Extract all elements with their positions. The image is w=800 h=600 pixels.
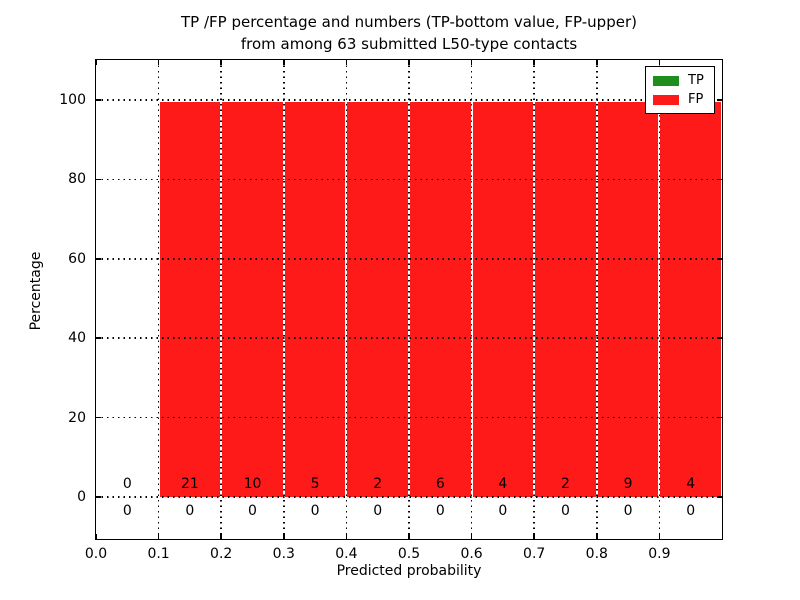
x-tick-label: 0.2 xyxy=(210,546,233,562)
x-tick-mark xyxy=(283,534,285,539)
bar-segment-fp xyxy=(347,101,408,497)
y-tick-mark xyxy=(96,178,101,181)
bar-segment-fp xyxy=(284,101,346,497)
y-tick-mark xyxy=(717,496,722,498)
tp-count-label: 0 xyxy=(435,503,445,519)
x-tick-mark xyxy=(220,60,222,65)
fp-count-label: 10 xyxy=(243,476,262,492)
y-tick-mark xyxy=(96,99,101,101)
y-tick-mark xyxy=(96,416,101,419)
x-axis-label: Predicted probability xyxy=(336,563,482,579)
legend-label-tp: TP xyxy=(688,73,704,88)
v-gridline xyxy=(596,60,598,539)
fp-swatch-icon xyxy=(653,94,679,105)
v-gridline xyxy=(220,60,222,539)
bar-segment-fp xyxy=(472,101,534,497)
tp-count-label: 0 xyxy=(122,503,132,519)
tp-count-label: 0 xyxy=(248,503,257,519)
fp-count-label: 9 xyxy=(623,476,633,492)
x-tick-mark xyxy=(408,534,410,539)
x-tick-mark xyxy=(408,60,410,65)
bar-segment-fp xyxy=(660,101,721,497)
fp-count-label: 4 xyxy=(498,476,508,492)
y-tick-mark xyxy=(717,258,722,260)
y-tick-label: 40 xyxy=(68,330,86,347)
x-tick-mark xyxy=(596,60,598,65)
x-tick-mark xyxy=(470,60,473,65)
legend-item-fp: FP xyxy=(653,90,714,109)
x-tick-label: 0.0 xyxy=(84,546,108,562)
y-tick-mark xyxy=(96,496,101,498)
x-tick-mark xyxy=(345,534,348,539)
tp-swatch-icon xyxy=(653,75,679,86)
x-tick-label: 0.3 xyxy=(272,546,295,562)
tp-count-label: 0 xyxy=(561,503,570,519)
y-tick-label: 20 xyxy=(68,409,86,426)
tp-count-label: 0 xyxy=(310,503,320,519)
x-tick-label: 0.6 xyxy=(460,546,483,562)
chart-title-line-1: TP /FP percentage and numbers (TP-bottom… xyxy=(181,13,637,31)
legend: TP FP xyxy=(645,66,715,114)
x-tick-mark xyxy=(533,534,535,539)
bar-segment-fp xyxy=(535,101,596,497)
x-tick-mark xyxy=(658,534,661,539)
x-tick-mark xyxy=(470,534,473,539)
chart-title: TP /FP percentage and numbers (TP-bottom… xyxy=(9,11,800,55)
bar-segment-fp xyxy=(597,101,659,497)
fp-count-label: 21 xyxy=(180,476,199,492)
x-tick-mark xyxy=(283,60,285,65)
chart-title-line-2: from among 63 submitted L50-type contact… xyxy=(240,35,578,53)
tp-count-label: 0 xyxy=(498,503,508,519)
x-tick-label: 0.1 xyxy=(147,546,170,562)
v-gridline xyxy=(157,60,160,539)
x-tick-mark xyxy=(95,534,97,539)
x-tick-mark xyxy=(658,60,661,65)
x-tick-mark xyxy=(220,534,222,539)
y-tick-mark xyxy=(717,337,722,339)
v-gridline xyxy=(408,60,410,539)
legend-label-fp: FP xyxy=(688,92,704,107)
fp-count-label: 0 xyxy=(122,476,132,492)
x-tick-mark xyxy=(157,60,160,65)
v-gridline xyxy=(283,60,285,539)
y-tick-label: 80 xyxy=(68,171,86,188)
x-tick-label: 0.4 xyxy=(335,546,358,562)
tp-count-label: 0 xyxy=(623,503,633,519)
fp-count-label: 2 xyxy=(561,476,570,492)
x-tick-mark xyxy=(157,534,160,539)
plot-content: 0 0 21 0 10 0 5 0 2 0 6 0 4 0 2 0 9 0 4 0 xyxy=(95,60,722,539)
x-tick-label: 0.7 xyxy=(523,546,546,562)
v-gridline xyxy=(345,60,348,539)
bar-segment-fp xyxy=(410,101,471,497)
x-tick-mark xyxy=(345,60,348,65)
y-tick-mark xyxy=(717,99,722,101)
x-tick-mark xyxy=(533,60,535,65)
legend-item-tp: TP xyxy=(653,71,714,90)
tp-count-label: 0 xyxy=(686,503,696,519)
fp-count-label: 6 xyxy=(435,476,445,492)
x-tick-label: 0.8 xyxy=(585,546,608,562)
fp-count-label: 2 xyxy=(373,476,383,492)
y-tick-mark xyxy=(96,258,101,260)
v-gridline xyxy=(658,60,661,539)
y-tick-mark xyxy=(717,416,722,419)
y-tick-mark xyxy=(717,178,722,181)
bar-segment-fp xyxy=(159,101,221,497)
tp-count-label: 0 xyxy=(373,503,383,519)
bar-segment-fp xyxy=(222,101,283,497)
y-tick-label: 100 xyxy=(59,92,86,108)
y-tick-label: 60 xyxy=(68,250,86,267)
y-tick-label: 0 xyxy=(77,489,86,505)
x-tick-label: 0.9 xyxy=(648,546,671,562)
y-tick-mark xyxy=(96,337,101,339)
v-gridline xyxy=(533,60,535,539)
x-tick-mark xyxy=(95,60,97,65)
tp-count-label: 0 xyxy=(185,503,195,519)
v-gridline xyxy=(470,60,473,539)
x-tick-mark xyxy=(596,534,598,539)
fp-count-label: 5 xyxy=(310,476,320,492)
x-tick-label: 0.5 xyxy=(397,546,421,562)
fp-count-label: 4 xyxy=(686,476,696,492)
